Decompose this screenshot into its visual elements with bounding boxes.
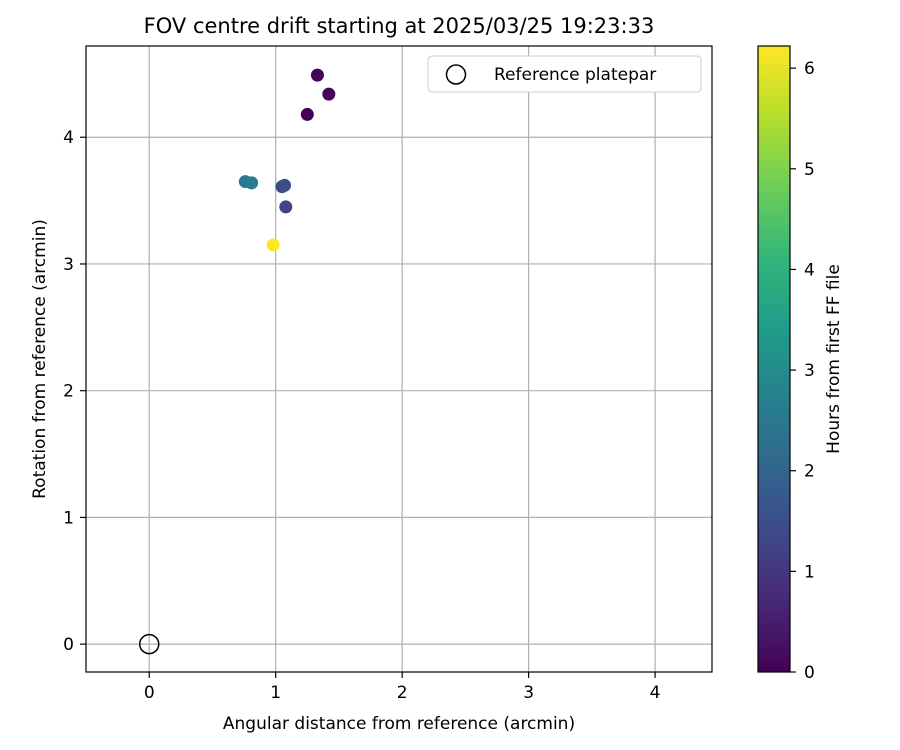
legend-box (427, 55, 702, 93)
colorbar-tick-label: 3 (804, 361, 815, 381)
x-tick-label: 4 (650, 683, 661, 703)
grid-lines (86, 46, 712, 672)
y-tick-label: 0 (63, 635, 74, 655)
plot-frame (85, 45, 713, 673)
colorbar-tick-label: 1 (804, 562, 815, 582)
x-tick-label: 2 (397, 683, 408, 703)
legend-label-reference: Reference platepar (494, 65, 656, 85)
x-tick-label: 0 (144, 683, 155, 703)
y-tick-label: 4 (63, 128, 74, 148)
data-point-1 (300, 107, 314, 121)
y-axis-ticks: 0 1 2 3 4 (63, 128, 86, 655)
colorbar-frame (757, 45, 791, 673)
x-tick-label: 3 (523, 683, 534, 703)
colorbar: 0 1 2 3 4 5 6 Hours from first FF file (757, 45, 844, 683)
y-tick-label: 2 (63, 382, 74, 402)
colorbar-tick-label: 0 (804, 663, 815, 683)
legend: Reference platepar (427, 55, 702, 93)
y-axis-label: Rotation from reference (arcmin) (30, 219, 50, 499)
plot-area: 0 1 2 3 4 0 1 2 3 4 (63, 45, 713, 703)
x-axis-label: Angular distance from reference (arcmin) (223, 714, 575, 734)
data-points (238, 68, 336, 252)
x-axis-ticks: 0 1 2 3 4 (144, 672, 661, 703)
reference-platepar-marker (138, 633, 160, 655)
colorbar-tick-label: 4 (804, 260, 815, 280)
colorbar-gradient (758, 46, 790, 672)
legend-marker-reference (445, 64, 467, 85)
chart-title: FOV centre drift starting at 2025/03/25 … (144, 14, 655, 38)
data-point-9 (266, 238, 280, 252)
colorbar-tick-label: 5 (804, 160, 815, 180)
x-tick-label: 1 (270, 683, 281, 703)
data-point-4 (279, 200, 293, 214)
y-tick-label: 1 (63, 508, 74, 528)
colorbar-ticks: 0 1 2 3 4 5 6 (790, 59, 815, 683)
data-point-3 (322, 87, 336, 101)
data-point-2 (310, 68, 324, 82)
data-point-6 (278, 178, 292, 192)
colorbar-label: Hours from first FF file (824, 264, 844, 454)
y-tick-label: 3 (63, 255, 74, 275)
colorbar-tick-label: 6 (804, 59, 815, 79)
colorbar-tick-label: 2 (804, 462, 815, 482)
data-point-8 (245, 176, 259, 190)
